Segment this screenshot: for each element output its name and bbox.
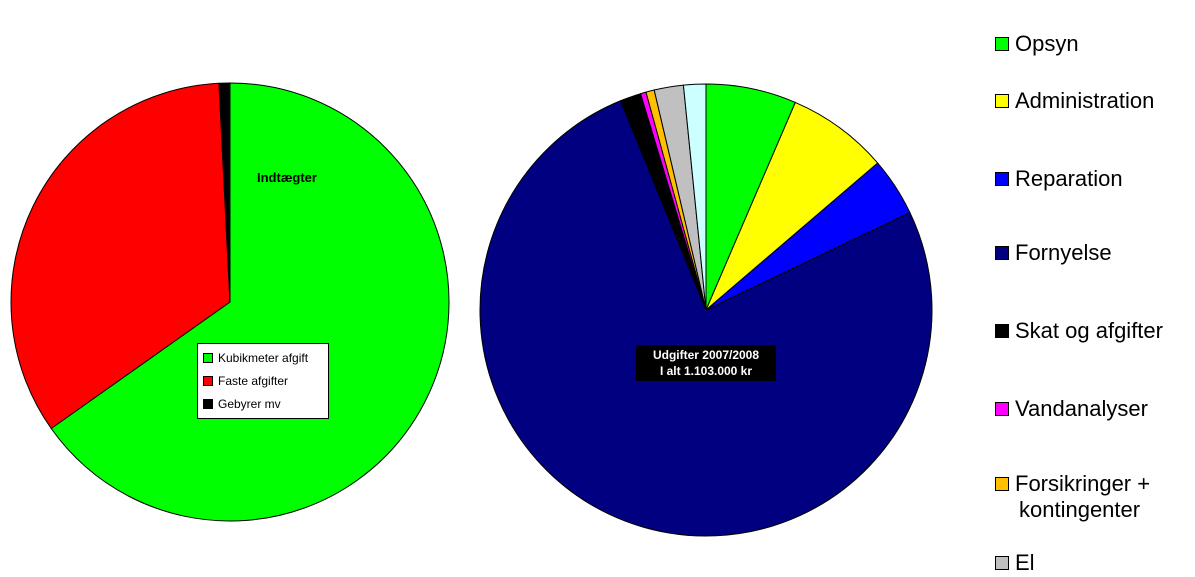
legend-swatch — [995, 477, 1009, 491]
legend-item-vandanalyser: Vandanalyser — [995, 396, 1148, 422]
legend-swatch — [203, 352, 213, 363]
legend-swatch — [995, 246, 1009, 260]
legend-item-skat: Skat og afgifter — [995, 318, 1163, 344]
income-pie-title: Indtægter — [257, 170, 317, 185]
legend-label: Opsyn — [1015, 31, 1079, 56]
legend-swatch — [203, 375, 213, 386]
legend-label: Reparation — [1015, 166, 1123, 191]
legend-item-opsyn: Opsyn — [995, 31, 1079, 57]
income-pie — [10, 82, 450, 522]
legend-label-line-2: kontingenter — [1019, 497, 1141, 522]
legend-label: El — [1015, 550, 1035, 575]
legend-item-administration: Administration — [995, 88, 1154, 114]
expenses-title-line-2: I alt 1.103.000 kr — [659, 364, 753, 378]
legend-swatch — [203, 398, 213, 409]
legend-label-line-1: Forsikringer + — [1015, 471, 1151, 496]
legend-label: Vandanalyser — [1015, 396, 1148, 421]
legend-label: Fornyelse — [1015, 240, 1112, 265]
legend-item-kubikmeter: Kubikmeter afgift — [198, 346, 328, 369]
legend-label: Gebyrer mv — [218, 396, 281, 411]
legend-swatch — [995, 172, 1009, 186]
legend-item-el: El — [995, 550, 1035, 576]
legend-label: Administration — [1015, 88, 1155, 113]
expenses-slice-8 — [682, 83, 707, 311]
legend-swatch — [995, 324, 1009, 338]
income-slice-0 — [50, 82, 450, 522]
legend-swatch — [995, 94, 1009, 108]
expenses-pie-title: Udgifter 2007/2008 I alt 1.103.000 kr — [636, 345, 776, 381]
legend-label: Kubikmeter afgift — [218, 350, 309, 365]
expenses-slice-1 — [705, 101, 879, 311]
expenses-slice-3 — [479, 100, 933, 537]
legend-swatch — [995, 402, 1009, 416]
legend-label: Forsikringer + kontingenter — [1015, 471, 1150, 523]
legend-item-reparation: Reparation — [995, 166, 1123, 192]
legend-swatch — [995, 556, 1009, 570]
expenses-title-line-1: Udgifter 2007/2008 — [652, 348, 760, 362]
income-slice-1 — [10, 82, 231, 430]
expenses-legend: Opsyn Administration Reparation Fornyels… — [995, 0, 1195, 577]
legend-item-fornyelse: Fornyelse — [995, 240, 1112, 266]
income-slice-2 — [218, 82, 231, 303]
income-legend: Kubikmeter afgift Faste afgifter Gebyrer… — [197, 343, 329, 419]
expenses-pie — [479, 83, 933, 537]
legend-item-gebyrer: Gebyrer mv — [198, 392, 328, 415]
legend-item-forsikringer: Forsikringer + kontingenter — [995, 471, 1150, 523]
legend-label: Faste afgifter — [218, 373, 289, 388]
legend-label: Skat og afgifter — [1015, 318, 1163, 343]
legend-swatch — [995, 37, 1009, 51]
legend-item-faste: Faste afgifter — [198, 369, 328, 392]
